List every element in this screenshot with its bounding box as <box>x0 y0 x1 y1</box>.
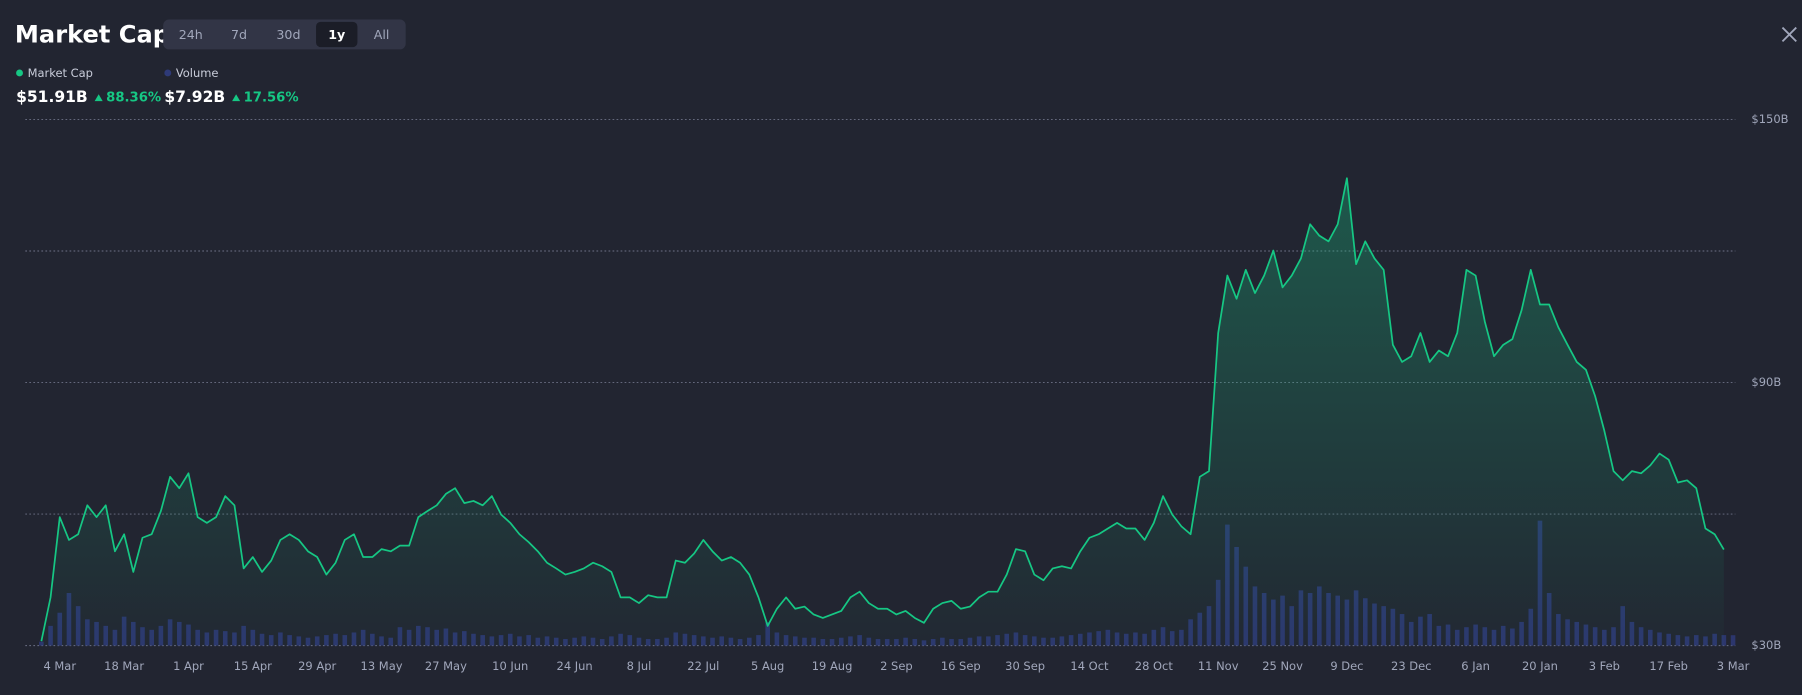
x-tick-label: 3 Feb <box>1589 659 1620 673</box>
y-tick-label: $150B <box>1751 112 1788 126</box>
x-tick-label: 17 Feb <box>1649 659 1688 673</box>
range-button[interactable]: 24h <box>179 27 203 42</box>
x-tick-label: 22 Jul <box>687 659 719 673</box>
legend-dot <box>164 69 172 77</box>
market-cap-line <box>40 177 1725 642</box>
x-tick-label: 14 Oct <box>1070 659 1109 673</box>
x-tick-label: 23 Dec <box>1391 659 1431 673</box>
legend-label: Market Cap <box>28 66 93 80</box>
close-button[interactable] <box>1781 26 1797 43</box>
x-tick-label: 28 Oct <box>1135 659 1174 673</box>
change-arrow <box>232 94 241 102</box>
x-tick-label: 13 May <box>361 659 403 673</box>
x-tick-label: 3 Mar <box>1717 659 1750 673</box>
range-button-active <box>316 21 358 48</box>
panel-title: Market Cap <box>15 21 170 49</box>
x-tick-label: 15 Apr <box>234 659 272 673</box>
market-cap-area <box>41 178 1724 646</box>
range-button[interactable]: All <box>374 27 390 42</box>
x-tick-label: 10 Jun <box>492 659 528 673</box>
range-button[interactable]: 1y <box>328 27 345 42</box>
y-tick-label: $90B <box>1751 375 1781 389</box>
x-tick-label: 29 Apr <box>298 659 336 673</box>
legend-value: $51.91B <box>16 88 88 106</box>
range-button[interactable]: 30d <box>276 27 300 42</box>
range-button[interactable]: 7d <box>231 27 247 42</box>
legend-dot <box>16 69 23 77</box>
legend-label: Volume <box>176 66 219 80</box>
volume-bar <box>1730 635 1736 646</box>
change-arrow <box>94 94 103 102</box>
x-tick-label: 27 May <box>425 659 467 673</box>
x-tick-label: 4 Mar <box>43 659 76 673</box>
legend-change: 88.36% <box>106 91 161 106</box>
x-tick-label: 9 Dec <box>1330 659 1363 673</box>
x-tick-label: 16 Sep <box>941 659 981 673</box>
x-tick-label: 25 Nov <box>1262 659 1303 673</box>
legend-value: $7.92B <box>164 88 225 106</box>
x-tick-label: 19 Aug <box>812 659 853 673</box>
y-tick-label: $30B <box>1751 638 1781 652</box>
legend-change: 17.56% <box>244 91 299 106</box>
x-tick-label: 6 Jan <box>1461 659 1490 673</box>
x-tick-label: 18 Mar <box>104 659 144 673</box>
x-tick-label: 1 Apr <box>173 659 204 673</box>
x-tick-label: 5 Aug <box>751 659 784 673</box>
x-tick-label: 2 Sep <box>880 659 913 673</box>
x-tick-label: 11 Nov <box>1198 659 1239 673</box>
x-tick-label: 20 Jan <box>1522 659 1558 673</box>
x-tick-label: 24 Jun <box>557 659 593 673</box>
x-tick-label: 30 Sep <box>1005 659 1045 673</box>
x-tick-label: 8 Jul <box>627 659 652 673</box>
